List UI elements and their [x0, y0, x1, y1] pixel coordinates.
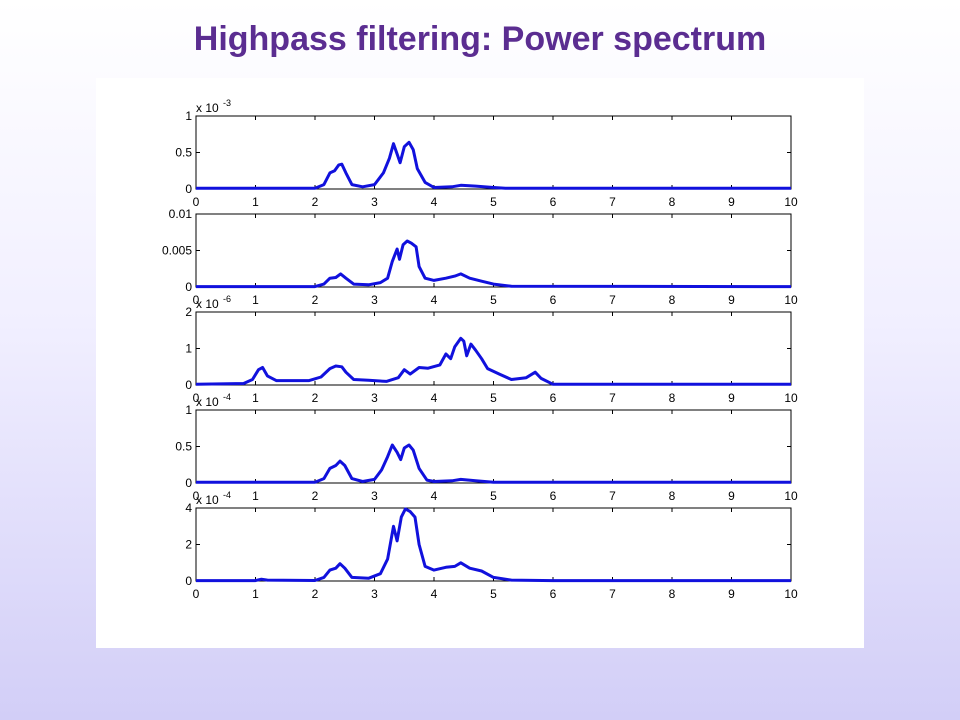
x-tick-label: 1 [252, 587, 259, 601]
y-tick-label: 0.005 [162, 244, 192, 258]
slide-title: Highpass filtering: Power spectrum [193, 20, 767, 58]
x-tick-label: 9 [728, 489, 735, 503]
x-tick-label: 9 [728, 195, 735, 209]
y-tick-label: 0 [185, 476, 192, 490]
y-tick-label: 0.01 [169, 207, 193, 221]
spectrum-line [195, 336, 791, 386]
x-tick-label: 10 [784, 293, 798, 307]
x-tick-label: 1 [252, 293, 259, 307]
y-tick-label: 1 [185, 342, 192, 356]
x-tick-label: 10 [784, 587, 798, 601]
x-tick-label: 7 [609, 489, 616, 503]
y-tick-label: 0 [185, 182, 192, 196]
x-tick-label: 5 [490, 391, 497, 405]
x-tick-label: 6 [550, 489, 557, 503]
x-tick-label: 2 [312, 587, 319, 601]
x-tick-label: 9 [728, 587, 735, 601]
y-tick-label: 1 [185, 403, 192, 417]
plot-frame [195, 213, 792, 288]
x-tick-label: 6 [550, 391, 557, 405]
x-tick-label: 4 [431, 391, 438, 405]
x-tick-label: 4 [431, 489, 438, 503]
x-tick-label: 1 [252, 195, 259, 209]
x-tick-label: 0 [193, 195, 200, 209]
x-tick-label: 0 [193, 587, 200, 601]
x-tick-label: 2 [312, 195, 319, 209]
x-tick-label: 8 [669, 587, 676, 601]
x-tick-label: 10 [784, 195, 798, 209]
x-tick-label: 5 [490, 195, 497, 209]
x-tick-label: 3 [371, 587, 378, 601]
x-tick-label: 4 [431, 587, 438, 601]
x-tick-label: 2 [312, 391, 319, 405]
plot-frame [195, 115, 792, 190]
exponent-label: x 10 [196, 395, 219, 409]
x-tick-label: 6 [550, 293, 557, 307]
y-tick-label: 0 [185, 280, 192, 294]
x-tick-label: 7 [609, 391, 616, 405]
x-tick-label: 0 [193, 391, 200, 405]
exponent-value: -6 [223, 294, 231, 304]
subplot-2: 0 1 2 3 4 5 6 7 8 9 10 0 0.005 0.01 [162, 207, 798, 307]
spectrum-line [196, 239, 792, 289]
y-tick-label: 0.5 [175, 146, 192, 160]
y-tick-label: 0 [185, 574, 192, 588]
x-tick-label: 4 [431, 293, 438, 307]
spectrum-line [196, 140, 791, 190]
x-tick-label: 10 [784, 489, 798, 503]
x-tick-label: 6 [550, 587, 557, 601]
x-tick-label: 0 [193, 293, 200, 307]
plot-frame [195, 409, 792, 484]
x-tick-label: 8 [669, 489, 676, 503]
subplot-1: 0 1 2 3 4 5 6 7 8 9 10 0 0.5 1 x 10 -3 [175, 98, 798, 209]
spectrum-line [196, 443, 791, 484]
x-tick-label: 3 [371, 293, 378, 307]
exponent-label: x 10 [196, 493, 219, 507]
x-tick-label: 8 [669, 195, 676, 209]
y-tick-label: 4 [185, 501, 192, 515]
x-tick-label: 7 [609, 293, 616, 307]
x-tick-label: 8 [669, 391, 676, 405]
spectrum-line [196, 507, 791, 583]
x-tick-label: 3 [371, 391, 378, 405]
x-tick-label: 8 [669, 293, 676, 307]
x-tick-label: 3 [371, 195, 378, 209]
plot-frame [195, 507, 792, 582]
x-tick-label: 3 [371, 489, 378, 503]
exponent-label: x 10 [196, 101, 219, 115]
figure-panel: 0 1 2 3 4 5 6 7 8 9 10 0 0.5 1 x 10 -3 0 1 2 3 4 5 6 7 8 9 10 0 0.00… [96, 78, 864, 648]
y-tick-label: 0 [185, 378, 192, 392]
x-tick-label: 9 [728, 391, 735, 405]
x-tick-label: 5 [490, 489, 497, 503]
x-tick-label: 5 [490, 293, 497, 307]
x-tick-label: 0 [193, 489, 200, 503]
plot-frame [195, 311, 792, 386]
x-tick-label: 2 [312, 293, 319, 307]
y-tick-label: 1 [185, 109, 192, 123]
x-tick-label: 2 [312, 489, 319, 503]
x-tick-label: 6 [550, 195, 557, 209]
x-tick-label: 9 [728, 293, 735, 307]
x-tick-label: 7 [609, 195, 616, 209]
exponent-value: -4 [223, 490, 231, 500]
y-tick-label: 2 [185, 305, 192, 319]
x-tick-label: 7 [609, 587, 616, 601]
exponent-label: x 10 [196, 297, 219, 311]
y-tick-label: 2 [185, 538, 192, 552]
exponent-value: -4 [223, 392, 231, 402]
x-tick-label: 10 [784, 391, 798, 405]
exponent-value: -3 [223, 98, 231, 108]
x-tick-label: 1 [252, 391, 259, 405]
x-tick-label: 1 [252, 489, 259, 503]
y-tick-label: 0.5 [175, 440, 192, 454]
x-tick-label: 4 [431, 195, 438, 209]
x-tick-label: 5 [490, 587, 497, 601]
